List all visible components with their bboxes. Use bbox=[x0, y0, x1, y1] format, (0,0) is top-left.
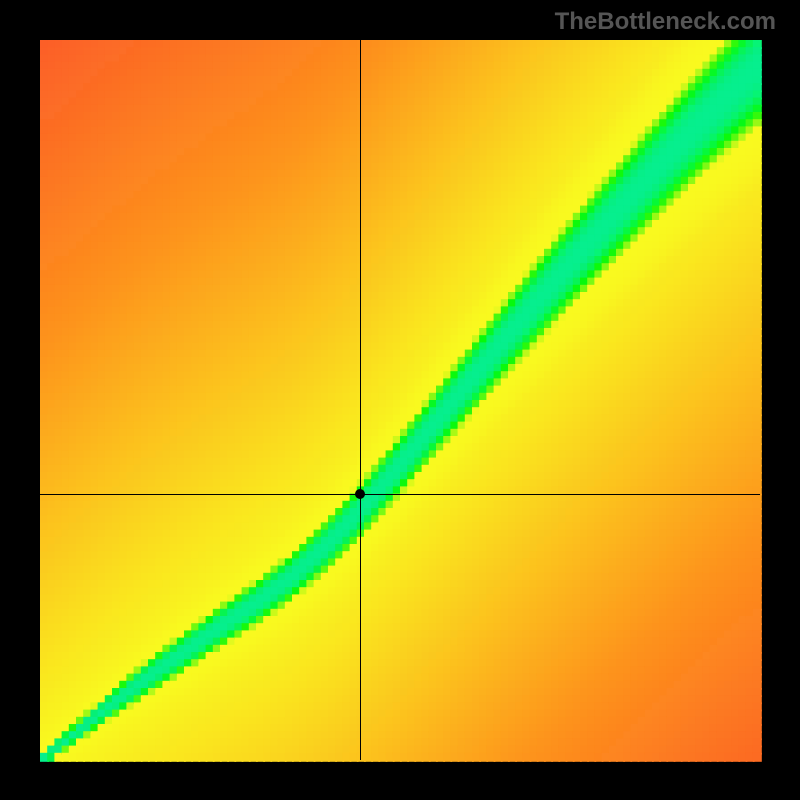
crosshair-horizontal bbox=[40, 494, 760, 495]
data-point bbox=[355, 489, 365, 499]
crosshair-vertical bbox=[360, 40, 361, 760]
heatmap-canvas bbox=[0, 0, 800, 800]
watermark-text: TheBottleneck.com bbox=[555, 8, 776, 36]
